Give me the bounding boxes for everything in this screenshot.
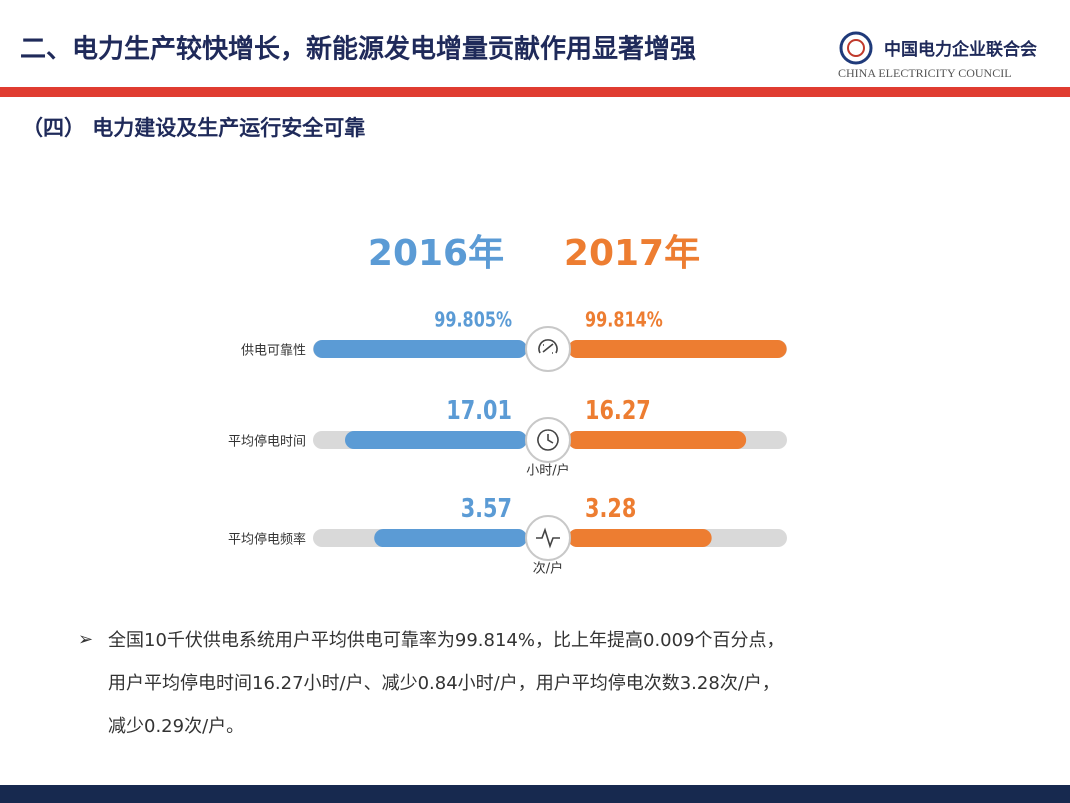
icon	[538, 339, 558, 354]
bullet-arrow: ➢	[78, 629, 93, 650]
section-title: （四） 电力建设及生产运行安全可靠	[22, 116, 365, 140]
bar	[374, 529, 527, 547]
bar	[568, 431, 747, 449]
bar	[344, 431, 527, 449]
header-bar	[0, 87, 1070, 97]
unit-label: 小时/户	[526, 463, 569, 479]
value-label: 16.27	[585, 395, 651, 426]
icon	[537, 429, 559, 451]
value-label: 17.01	[446, 395, 512, 426]
org-name: 中国电力企业联合会	[884, 39, 1037, 60]
bar	[568, 529, 712, 547]
category-label: 平均停电频率	[228, 532, 306, 548]
value-label: 99.814%	[585, 309, 663, 332]
value-label: 99.805%	[434, 309, 512, 332]
legend-label: 2016年	[368, 233, 504, 274]
icon	[536, 527, 560, 549]
footer-bar	[0, 785, 1070, 803]
bar	[568, 340, 787, 358]
bullet-line: 减少0.29次/户。	[108, 716, 244, 737]
category-label: 供电可靠性	[241, 344, 306, 359]
value-label: 3.28	[585, 493, 636, 524]
unit-label: 次/户	[533, 561, 563, 577]
bullet-text: 全国10千伏供电系统用户平均供电可靠率为99.814%，比上年提高0.009个百…	[108, 630, 785, 737]
logo	[839, 31, 873, 65]
bar	[313, 340, 527, 358]
bullet-line: 全国10千伏供电系统用户平均供电可靠率为99.814%，比上年提高0.009个百…	[108, 630, 785, 651]
bullet-line: 用户平均停电时间16.27小时/户、减少0.84小时/户，用户平均停电次数3.2…	[108, 673, 780, 694]
category-label: 平均停电时间	[228, 434, 306, 450]
slide-title: 二、电力生产较快增长，新能源发电增量贡献作用显著增强	[20, 34, 696, 65]
legend-label: 2017年	[564, 233, 700, 274]
value-label: 3.57	[461, 493, 512, 524]
org-name-en: CHINA ELECTRICITY COUNCIL	[838, 66, 1012, 80]
